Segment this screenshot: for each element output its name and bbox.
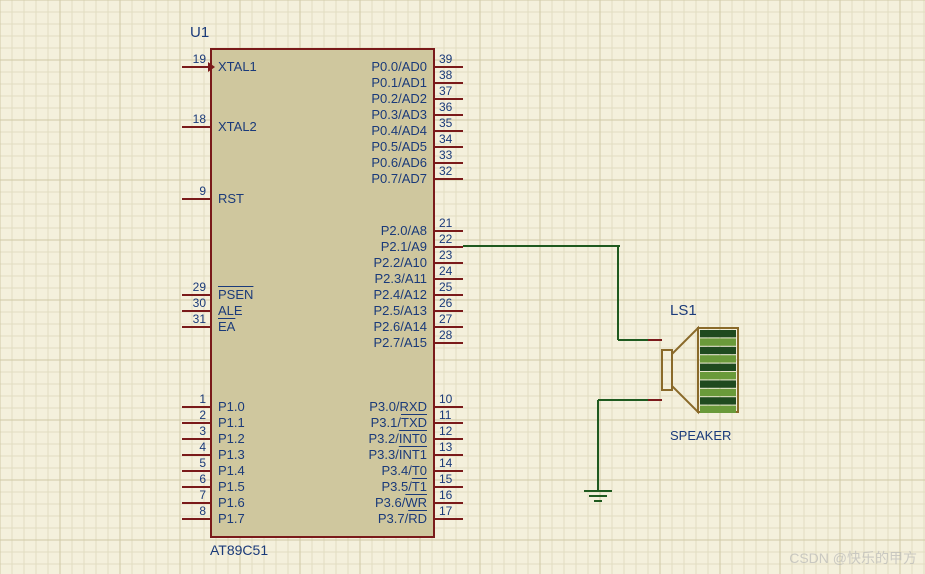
pin-label: ALE (218, 303, 243, 318)
pin-label: P1.3 (218, 447, 245, 462)
pin-label: P2.3/A11 (374, 271, 427, 286)
pin-number: 23 (439, 248, 452, 262)
wire (617, 246, 619, 340)
pin-label: P0.0/AD0 (371, 59, 427, 74)
wire (618, 339, 648, 341)
pin-number: 3 (199, 424, 206, 438)
pin-number: 24 (439, 264, 452, 278)
pin-number: 12 (439, 424, 452, 438)
pin-stub (182, 198, 210, 200)
pin-number: 9 (199, 184, 206, 198)
pin-number: 29 (193, 280, 206, 294)
pin-label: P1.0 (218, 399, 245, 414)
pin-label: P3.5/T1 (381, 479, 427, 494)
pin-label: P0.7/AD7 (371, 171, 427, 186)
pin-label: P1.6 (218, 495, 245, 510)
pin-number: 16 (439, 488, 452, 502)
pin-label: P1.1 (218, 415, 245, 430)
pin-number: 22 (439, 232, 452, 246)
pin-label: P0.5/AD5 (371, 139, 427, 154)
pin-stub (182, 518, 210, 520)
pin-number: 2 (199, 408, 206, 422)
pin-label: P0.4/AD4 (371, 123, 427, 138)
pin-number: 21 (439, 216, 452, 230)
pin-label: P2.5/A13 (374, 303, 428, 318)
pin-label: P2.6/A14 (374, 319, 428, 334)
pin-number: 26 (439, 296, 452, 310)
pin-number: 11 (439, 408, 451, 422)
pin-label: P3.4/T0 (381, 463, 427, 478)
pin-label: P2.4/A12 (374, 287, 428, 302)
pin-stub (182, 66, 210, 68)
pin-number: 30 (193, 296, 206, 310)
pin-label: P0.2/AD2 (371, 91, 427, 106)
pin-stub (182, 126, 210, 128)
ls1-ref-label: LS1 (670, 302, 697, 319)
clock-input-marker (208, 62, 215, 72)
pin-number: 36 (439, 100, 452, 114)
pin-label: P2.0/A8 (381, 223, 427, 238)
pin-label: EA (218, 319, 235, 334)
pin-number: 8 (199, 504, 206, 518)
pin-label: P1.5 (218, 479, 245, 494)
pin-label: P1.4 (218, 463, 245, 478)
pin-label: P0.1/AD1 (371, 75, 427, 90)
pin-label: RST (218, 191, 244, 206)
pin-label: P2.7/A15 (374, 335, 428, 350)
pin-stub (182, 326, 210, 328)
pin-number: 27 (439, 312, 452, 326)
pin-label: P3.3/INT1 (368, 447, 427, 462)
pin-number: 7 (199, 488, 206, 502)
pin-stub (435, 518, 463, 520)
ground-symbol (584, 490, 612, 506)
pin-number: 10 (439, 392, 452, 406)
pin-number: 14 (439, 456, 452, 470)
pin-stub (435, 342, 463, 344)
pin-label: P3.1/TXD (371, 415, 427, 430)
pin-label: P1.2 (218, 431, 245, 446)
pin-label: PSEN (218, 287, 253, 302)
speaker-icon (648, 320, 744, 420)
pin-label: P1.7 (218, 511, 245, 526)
pin-stub (435, 178, 463, 180)
pin-number: 35 (439, 116, 452, 130)
u1-part-label: AT89C51 (210, 542, 268, 558)
pin-label: P3.6/WR (375, 495, 427, 510)
pin-number: 19 (193, 52, 206, 66)
u1-ref-label: U1 (190, 24, 209, 41)
pin-number: 34 (439, 132, 452, 146)
pin-label: XTAL2 (218, 119, 257, 134)
wire (597, 400, 599, 490)
pin-label: P0.6/AD6 (371, 155, 427, 170)
pin-label: P3.7/RD (378, 511, 427, 526)
pin-number: 13 (439, 440, 452, 454)
pin-number: 5 (199, 456, 206, 470)
pin-number: 37 (439, 84, 452, 98)
pin-number: 32 (439, 164, 452, 178)
pin-label: XTAL1 (218, 59, 257, 74)
pin-number: 4 (199, 440, 206, 454)
pin-number: 17 (439, 504, 452, 518)
pin-number: 25 (439, 280, 452, 294)
ls1-sub-label: SPEAKER (670, 428, 731, 443)
pin-number: 18 (193, 112, 206, 126)
pin-number: 1 (199, 392, 206, 406)
pin-number: 39 (439, 52, 452, 66)
pin-number: 33 (439, 148, 452, 162)
pin-label: P2.2/A10 (374, 255, 428, 270)
pin-label: P0.3/AD3 (371, 107, 427, 122)
pin-number: 31 (193, 312, 206, 326)
wire (463, 245, 620, 247)
pin-label: P2.1/A9 (381, 239, 427, 254)
pin-number: 38 (439, 68, 452, 82)
pin-label: P3.2/INT0 (368, 431, 427, 446)
pin-label: P3.0/RXD (369, 399, 427, 414)
wire (598, 399, 648, 401)
pin-number: 28 (439, 328, 452, 342)
pin-number: 15 (439, 472, 452, 486)
pin-number: 6 (199, 472, 206, 486)
